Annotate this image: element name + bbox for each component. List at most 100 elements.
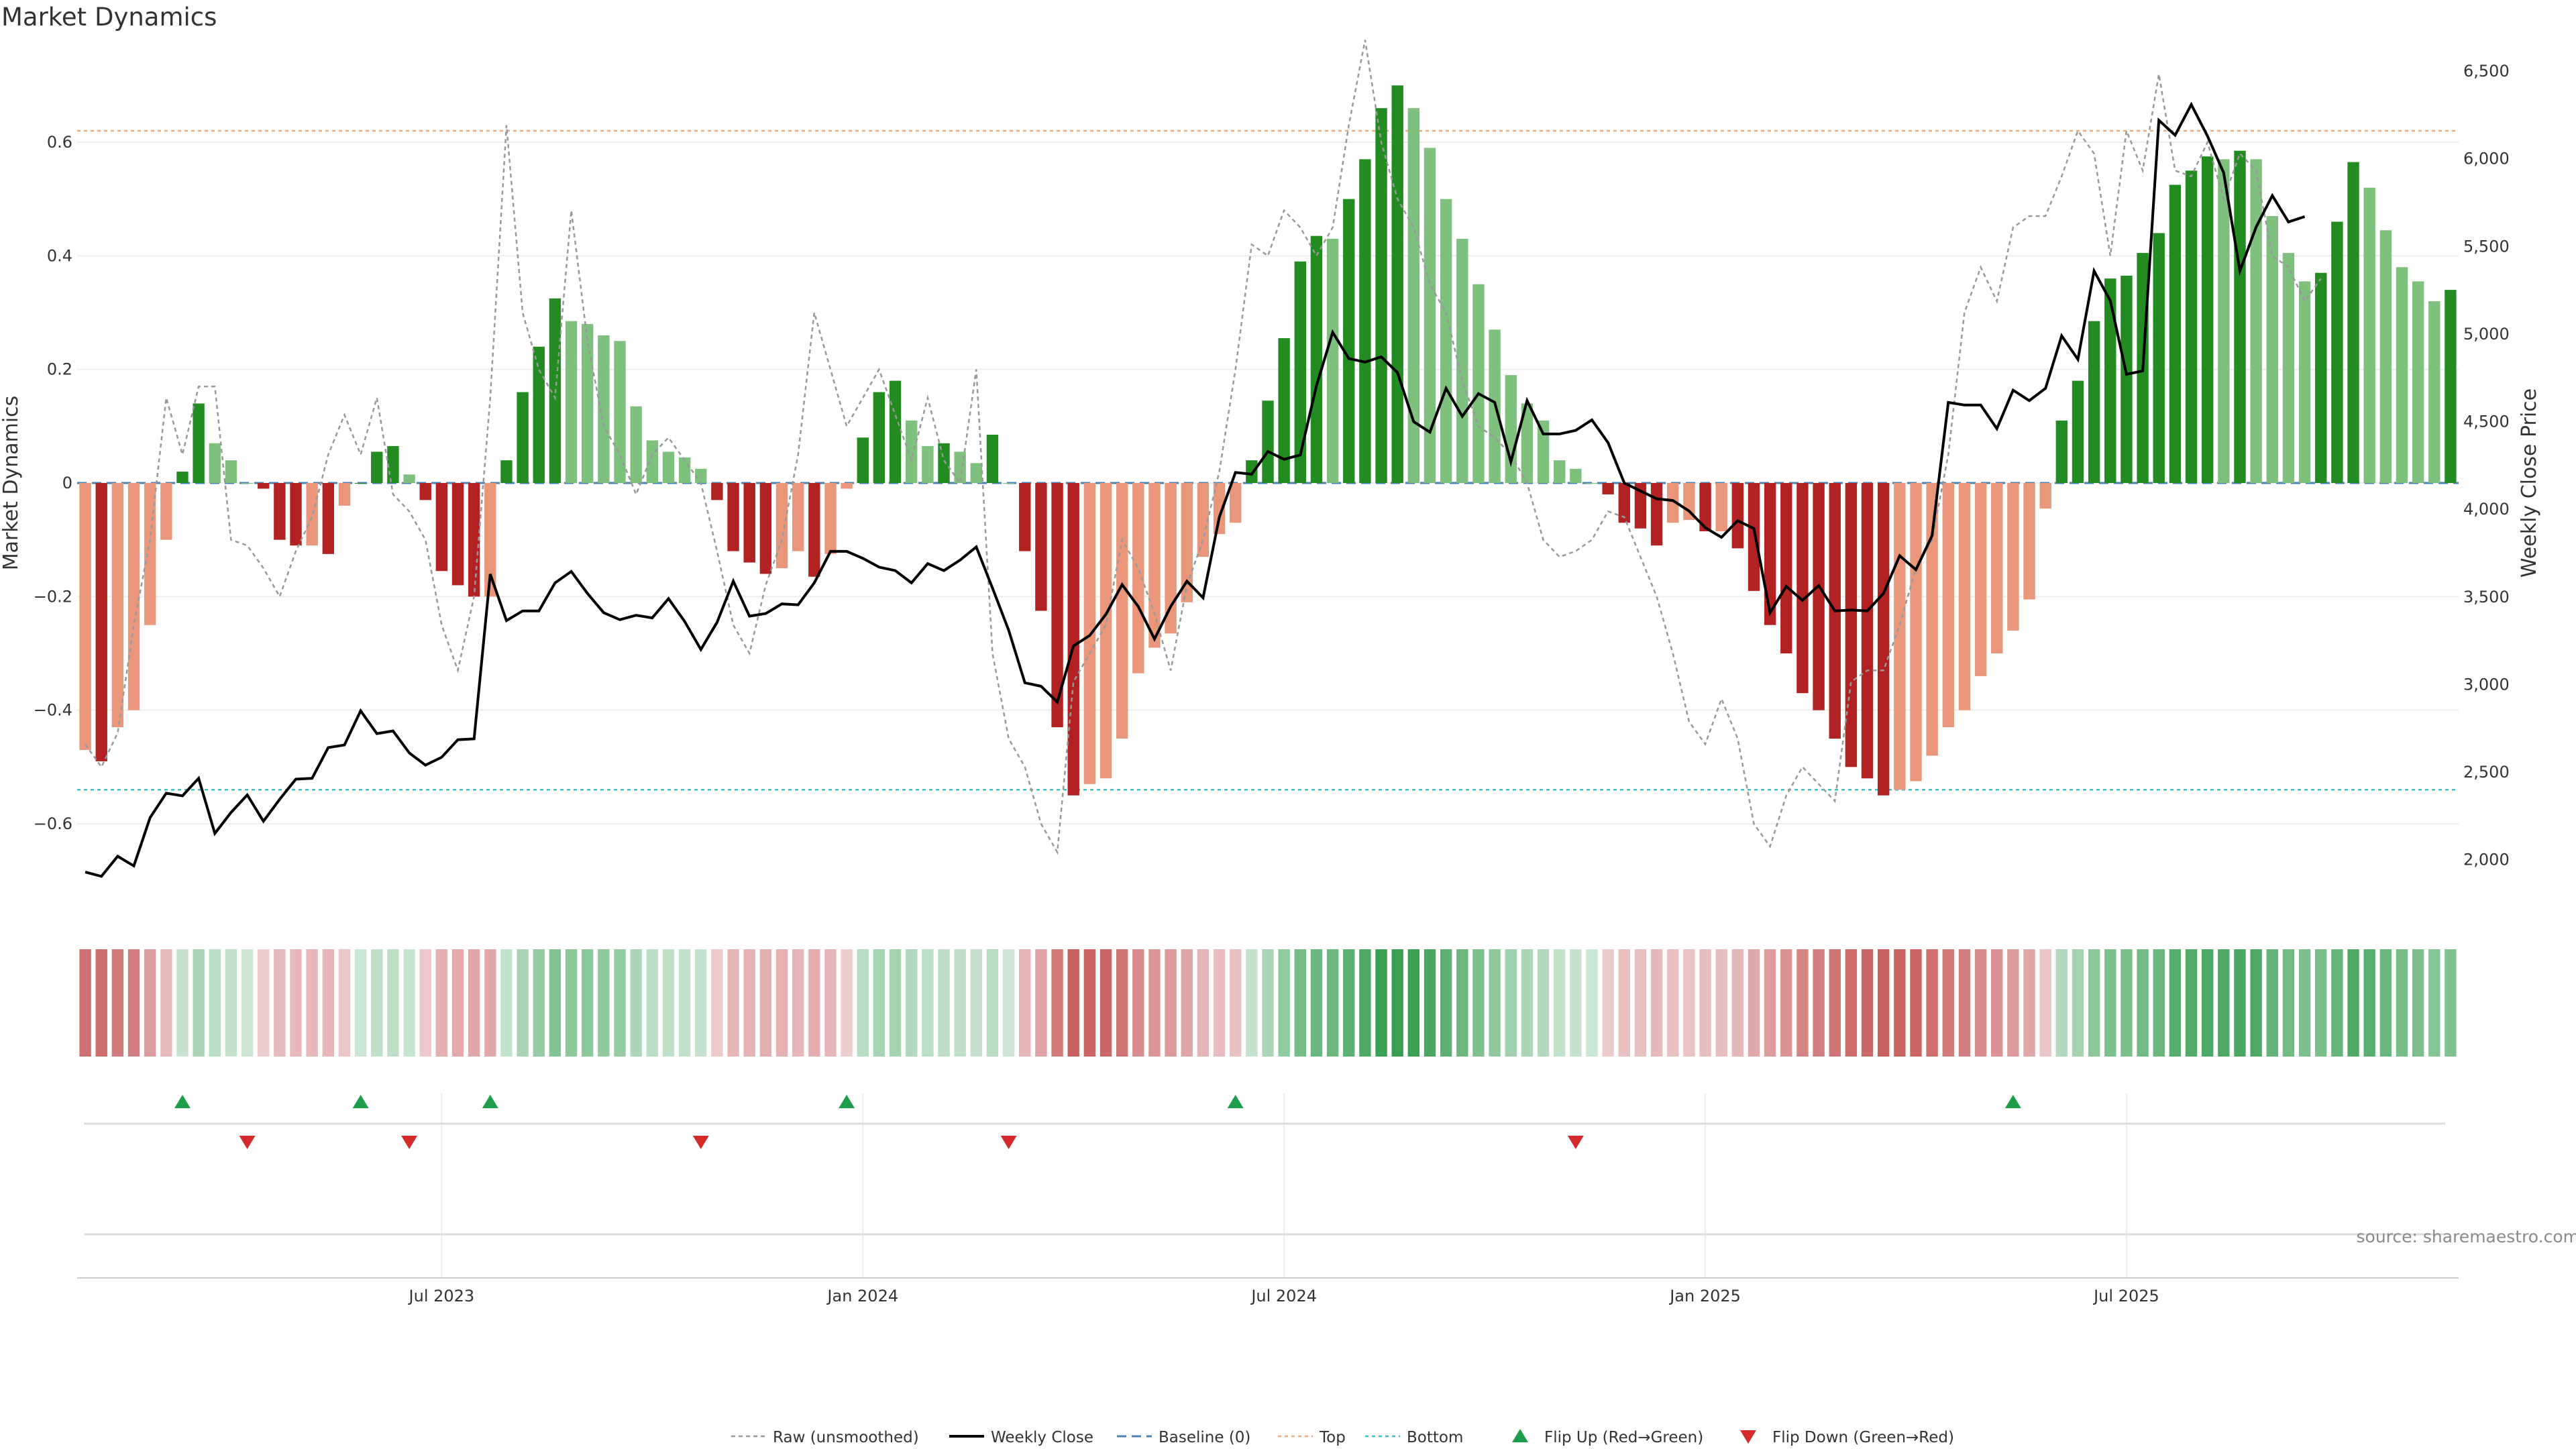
momentum-bar	[1262, 400, 1274, 483]
momentum-bar	[419, 483, 431, 500]
heat-cell	[808, 949, 820, 1057]
momentum-bar	[160, 483, 172, 540]
momentum-bar	[1359, 159, 1371, 484]
heat-cell	[79, 949, 91, 1057]
momentum-bar	[1958, 483, 1971, 710]
heat-cell	[2218, 949, 2230, 1057]
momentum-bar	[451, 483, 464, 586]
momentum-bar	[1537, 420, 1550, 483]
heat-cell	[2347, 949, 2359, 1057]
momentum-bar	[792, 483, 804, 551]
heat-cell	[322, 949, 335, 1057]
momentum-bar	[1278, 338, 1290, 483]
momentum-bar	[1165, 483, 1177, 634]
momentum-bar	[1035, 483, 1047, 611]
heat-cell	[127, 949, 140, 1057]
momentum-bar	[2201, 156, 2214, 483]
heat-cell	[1829, 949, 1841, 1057]
raw-series	[85, 40, 2322, 855]
heat-cell	[1067, 949, 1079, 1057]
heat-cell	[1910, 949, 1922, 1057]
heat-cell	[1634, 949, 1647, 1057]
heat-cell	[2104, 949, 2116, 1057]
momentum-bar	[1618, 483, 1630, 523]
right-tick-label: 5,500	[2463, 237, 2510, 256]
momentum-bar	[225, 460, 237, 483]
heat-cell	[970, 949, 982, 1057]
momentum-bar	[1246, 460, 1258, 483]
heat-cell	[2250, 949, 2262, 1057]
heat-cell	[1505, 949, 1517, 1057]
heat-cell	[1116, 949, 1128, 1057]
heat-cell	[468, 949, 480, 1057]
momentum-bar	[1570, 468, 1582, 483]
momentum-bar	[2347, 162, 2359, 483]
heat-cell	[225, 949, 237, 1057]
heat-cell	[2137, 949, 2149, 1057]
momentum-bar	[127, 483, 140, 710]
heat-cell	[1683, 949, 1695, 1057]
heat-cell	[1181, 949, 1193, 1057]
right-tick-label: 5,000	[2463, 325, 2510, 343]
legend-label: Weekly Close	[991, 1429, 1093, 1446]
legend-label: Top	[1319, 1429, 1346, 1446]
momentum-bar	[759, 483, 772, 574]
time-tick-label: Jul 2025	[2092, 1287, 2159, 1305]
heat-cell	[290, 949, 302, 1057]
momentum-bar	[1375, 108, 1387, 484]
momentum-bar	[938, 443, 950, 483]
right-tick-label: 4,000	[2463, 500, 2510, 519]
legend-label: Baseline (0)	[1159, 1429, 1250, 1446]
heat-cell	[2363, 949, 2375, 1057]
heat-cell	[95, 949, 107, 1057]
momentum-bar	[2445, 290, 2457, 483]
heat-cell	[2007, 949, 2019, 1057]
flip-up-marker	[482, 1095, 498, 1108]
heat-cell	[1796, 949, 1809, 1057]
right-tick-label: 3,500	[2463, 588, 2510, 606]
momentum-bar	[533, 346, 545, 483]
momentum-bar	[646, 440, 659, 483]
momentum-bar	[1926, 483, 1938, 756]
heat-cell	[743, 949, 755, 1057]
momentum-bar	[258, 483, 270, 489]
heat-cell	[1051, 949, 1063, 1057]
heat-cell	[1407, 949, 1420, 1057]
heat-cell	[1877, 949, 1890, 1057]
heat-cell	[338, 949, 351, 1057]
heat-cell	[2412, 949, 2424, 1057]
flip-down-marker	[1567, 1136, 1584, 1149]
heat-cell	[160, 949, 172, 1057]
heat-cell	[986, 949, 999, 1057]
heat-cell	[727, 949, 739, 1057]
momentum-bar	[176, 472, 189, 483]
momentum-bar	[1148, 483, 1161, 648]
momentum-bar	[1861, 483, 1874, 779]
momentum-bar	[2023, 483, 2035, 600]
heat-cell	[2298, 949, 2311, 1057]
momentum-bar	[1002, 483, 1015, 484]
heat-cell	[241, 949, 254, 1057]
momentum-bar	[2234, 150, 2246, 484]
flip-up-marker	[839, 1095, 855, 1108]
momentum-bar	[1715, 483, 1727, 531]
heat-cell	[2428, 949, 2440, 1057]
momentum-bar	[1424, 148, 1436, 483]
heat-cell	[2379, 949, 2392, 1057]
heat-cell	[1586, 949, 1598, 1057]
momentum-bar	[711, 483, 723, 500]
left-tick-label: 0.4	[47, 246, 72, 265]
momentum-bar	[1019, 483, 1031, 551]
heat-cell	[1489, 949, 1501, 1057]
momentum-bar	[2072, 380, 2084, 483]
heat-cell	[954, 949, 966, 1057]
momentum-bar	[354, 483, 367, 484]
heat-cell	[2055, 949, 2068, 1057]
right-tick-label: 6,000	[2463, 150, 2510, 168]
left-tick-label: −0.4	[34, 701, 72, 720]
heat-cell	[2039, 949, 2051, 1057]
heat-cell	[1019, 949, 1031, 1057]
heat-cell	[614, 949, 626, 1057]
momentum-bar	[1991, 483, 2003, 654]
